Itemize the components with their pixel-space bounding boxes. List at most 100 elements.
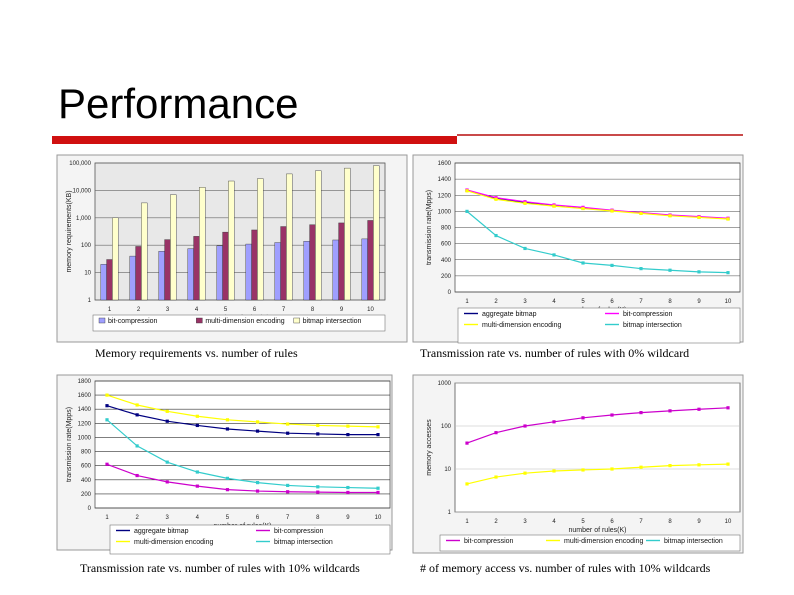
bar-multi-dimension-encoding	[309, 224, 316, 301]
bar-bit-compression	[216, 245, 223, 301]
x-axis-label: number of rules(K)	[569, 527, 627, 534]
chart-1: 100,000 10,000 1,000 100 10 1 memory requireme…	[56, 154, 408, 360]
bar-multi-dimension-encoding	[135, 246, 142, 301]
data-point	[135, 444, 139, 448]
x-tick-label: 9	[697, 299, 701, 305]
x-tick-label: 6	[253, 307, 257, 313]
data-point	[610, 413, 614, 417]
x-tick-label: 6	[610, 519, 614, 525]
data-point	[697, 463, 701, 467]
bar-multi-dimension-encoding	[193, 236, 200, 301]
data-point	[165, 460, 169, 464]
legend-entry: bitmap intersection	[303, 318, 362, 325]
data-point	[726, 217, 730, 221]
data-point	[105, 418, 109, 422]
x-tick-label: 6	[610, 299, 614, 305]
data-point	[316, 485, 320, 489]
data-point	[255, 429, 260, 433]
y-tick-label: 0	[88, 506, 92, 512]
y-axis-label: memory accesses	[426, 419, 433, 476]
data-point	[494, 196, 498, 200]
x-tick-label: 7	[286, 515, 290, 521]
data-point	[135, 473, 139, 478]
series-line-bit-compression	[466, 407, 729, 444]
y-tick-label: 1400	[78, 407, 92, 413]
y-tick-label: 400	[441, 258, 452, 264]
data-point	[726, 271, 730, 275]
bar-bitmap-intersection	[257, 178, 264, 301]
data-point	[697, 215, 701, 220]
data-point	[255, 489, 260, 493]
x-tick-label: 9	[346, 515, 350, 521]
y-tick-label: 1000	[78, 435, 92, 441]
x-tick-label: 7	[282, 307, 286, 313]
data-point	[316, 490, 320, 494]
data-point	[639, 211, 643, 215]
legend-entry: multi-dimension encoding	[134, 539, 213, 546]
x-tick-label: 10	[725, 519, 732, 525]
bar-bitmap-intersection	[344, 167, 351, 301]
x-tick-label: 5	[224, 307, 228, 313]
data-point	[225, 427, 230, 431]
data-point	[697, 270, 701, 274]
legend-entry: bitmap intersection	[623, 322, 682, 329]
legend-entry: aggregate bitmap	[134, 528, 189, 535]
data-point	[581, 468, 585, 472]
x-tick-label: 3	[523, 299, 527, 305]
plot-area	[94, 380, 391, 509]
x-tick-label: 4	[552, 519, 556, 525]
bar-bitmap-intersection	[373, 165, 380, 301]
chart-4: 1000 100 10 1 memory accesses 1 2 3 4 5 6 7 8 9 10 numb…	[412, 374, 744, 575]
legend-entry: multi-dimension encoding	[564, 538, 643, 545]
bar-bit-compression	[187, 248, 194, 301]
bar-bitmap-intersection	[315, 170, 322, 301]
series-line-bitmap-intersection	[466, 210, 729, 274]
data-point	[255, 420, 260, 424]
data-point	[376, 425, 380, 429]
x-tick-label: 3	[166, 307, 170, 313]
data-point	[376, 490, 380, 495]
data-point	[286, 422, 290, 426]
x-tick-label: 8	[668, 299, 672, 305]
x-tick-label: 5	[226, 515, 230, 521]
y-tick-label: 100	[441, 424, 452, 430]
y-tick-label: 1400	[438, 177, 452, 183]
y-tick-label: 0	[448, 290, 452, 296]
x-tick-label: 2	[494, 519, 498, 525]
y-axis-label: transmission rate(Mpps)	[426, 190, 433, 265]
data-point	[286, 431, 290, 435]
legend	[439, 534, 741, 552]
data-point	[225, 476, 230, 480]
bar-bit-compression	[129, 255, 136, 301]
bar-bitmap-intersection	[228, 180, 235, 301]
y-tick-label: 1600	[78, 393, 92, 399]
data-point	[346, 424, 350, 428]
y-tick-label: 10	[444, 467, 451, 473]
data-point	[465, 441, 469, 445]
bar-bit-compression	[361, 238, 368, 301]
data-point	[195, 414, 199, 418]
title-underline-thin	[457, 134, 743, 136]
data-point	[523, 424, 527, 428]
bar-bitmap-intersection	[286, 173, 293, 301]
series-line-multi-dimension-encoding	[106, 394, 379, 428]
data-point	[316, 432, 320, 436]
x-tick-label: 3	[166, 515, 170, 521]
y-tick-label: 400	[81, 478, 92, 484]
x-tick-label: 7	[639, 299, 643, 305]
bar-bitmap-intersection	[199, 187, 206, 301]
data-point	[581, 261, 585, 265]
series-line-bit-compression	[106, 463, 378, 494]
x-tick-label: 4	[552, 299, 556, 305]
series-line-multi-dimension-encoding	[466, 190, 729, 220]
data-point	[286, 483, 290, 488]
title-underline-red	[52, 136, 457, 144]
chart-caption: Transmission rate vs. number of rules wi…	[80, 561, 360, 575]
legend-entry: bit-compression	[464, 538, 514, 545]
bar-bit-compression	[245, 243, 252, 301]
data-point	[668, 214, 672, 218]
data-point	[346, 490, 350, 495]
data-point	[726, 462, 730, 466]
y-tick-label: 1000	[438, 381, 452, 387]
